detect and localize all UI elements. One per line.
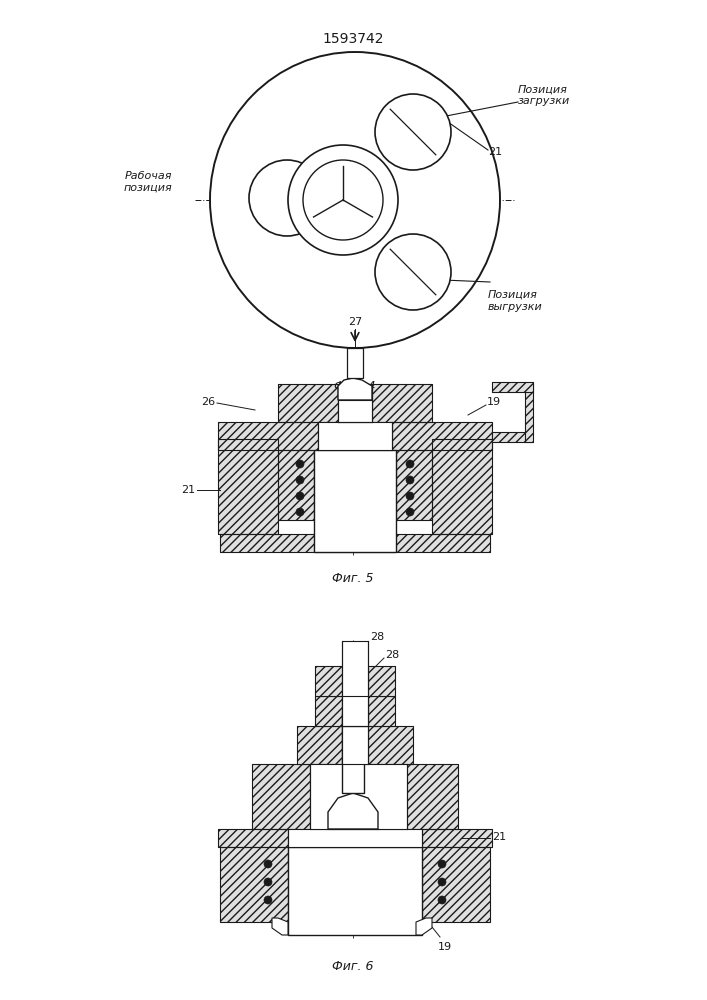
Bar [297,726,342,764]
Circle shape [438,860,446,868]
Bar [220,534,490,552]
Bar [432,439,492,534]
Circle shape [296,492,304,500]
Bar [492,432,532,442]
Text: 21: 21 [492,832,506,842]
Text: 21: 21 [181,485,195,495]
Bar [218,422,318,450]
Circle shape [288,145,398,255]
Bar [525,384,533,442]
Bar [342,696,368,726]
Bar [492,382,533,392]
Bar [288,829,422,847]
Text: 1593742: 1593742 [322,32,384,46]
Bar [368,726,413,764]
Bar [368,666,395,696]
Circle shape [296,508,304,516]
Bar [278,450,314,520]
Text: 28: 28 [385,650,399,660]
Bar [218,439,278,534]
Polygon shape [328,793,378,829]
Bar [396,450,432,520]
Bar [368,696,395,726]
Bar [368,696,395,726]
Bar [492,382,533,392]
Bar [252,764,310,829]
Bar [368,726,413,764]
Text: Фиг. 5: Фиг. 5 [332,572,374,585]
Bar [392,422,492,450]
Bar [422,829,492,847]
Bar [278,384,338,422]
Bar [392,422,492,450]
Circle shape [375,234,451,310]
Bar [347,348,363,378]
Bar [315,666,342,696]
Circle shape [264,860,272,868]
Bar [342,641,368,726]
Text: 27: 27 [348,317,362,327]
Text: Рабочая
позиция: Рабочая позиция [124,171,173,193]
Text: 21: 21 [488,147,502,157]
Text: Позиция
загрузки: Позиция загрузки [518,84,571,106]
Circle shape [296,460,304,468]
Bar [422,829,492,847]
Circle shape [438,896,446,904]
Bar [315,696,342,726]
Bar [400,764,458,829]
Bar [218,829,288,847]
Text: 19: 19 [438,942,452,952]
Text: Фиг. 4: Фиг. 4 [334,380,375,393]
Text: 19: 19 [487,397,501,407]
Bar [422,847,490,922]
Bar [422,847,490,922]
Text: Фиг. 6: Фиг. 6 [332,960,374,973]
Bar [252,764,310,829]
Bar [368,666,395,696]
Bar [218,829,288,847]
Text: 28: 28 [370,632,384,642]
Circle shape [296,476,304,484]
Bar [372,384,432,422]
Bar [220,534,490,552]
Polygon shape [272,918,288,935]
Circle shape [406,476,414,484]
Bar [492,432,532,442]
Polygon shape [416,918,432,935]
Circle shape [264,896,272,904]
Bar [400,764,458,829]
Bar [342,726,368,764]
Bar [396,450,432,520]
Bar [297,726,342,764]
Bar [342,713,364,793]
Circle shape [264,878,272,886]
Bar [318,422,392,450]
Bar [278,384,338,422]
Circle shape [375,94,451,170]
Circle shape [303,160,383,240]
Circle shape [438,878,446,886]
Polygon shape [338,378,372,400]
Bar [278,450,314,520]
Bar [525,384,533,442]
Bar [220,847,288,922]
Text: Позиция
выгрузки: Позиция выгрузки [488,290,543,312]
Bar [338,384,372,422]
Text: 26: 26 [201,397,215,407]
Bar [220,847,288,922]
Circle shape [406,492,414,500]
Bar [432,439,492,534]
Ellipse shape [210,52,500,348]
Bar [315,666,342,696]
Bar [288,847,422,935]
Circle shape [406,460,414,468]
Bar [314,450,396,552]
Bar [310,764,407,829]
Bar [372,384,432,422]
Circle shape [249,160,325,236]
Bar [218,422,318,450]
Bar [218,439,278,534]
Bar [315,696,342,726]
Circle shape [406,508,414,516]
